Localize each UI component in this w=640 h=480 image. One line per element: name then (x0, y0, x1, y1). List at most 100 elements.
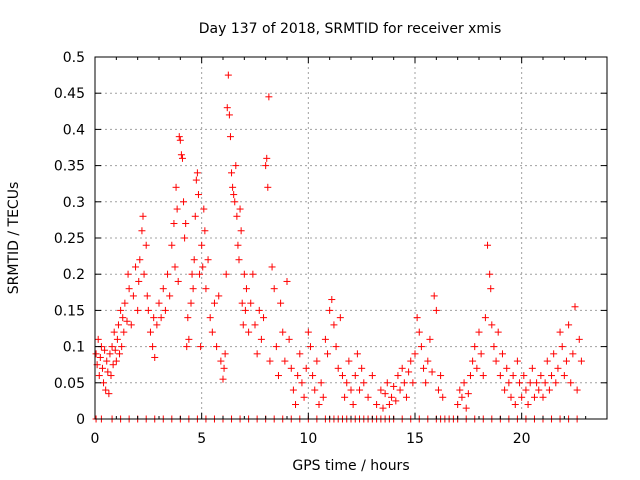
data-point (487, 285, 495, 293)
data-point (396, 386, 404, 394)
data-point (413, 314, 421, 322)
data-point (353, 350, 361, 358)
data-point (235, 256, 243, 264)
data-point (304, 328, 312, 336)
data-point (142, 241, 150, 249)
data-point (475, 328, 483, 336)
data-point (556, 328, 564, 336)
data-point (281, 357, 289, 365)
data-point (550, 350, 558, 358)
data-point (270, 285, 278, 293)
data-point (192, 176, 200, 184)
data-point (219, 375, 227, 383)
data-point (548, 372, 556, 380)
data-point (194, 191, 202, 199)
data-point (317, 379, 325, 387)
data-point (434, 386, 442, 394)
data-point (319, 393, 327, 401)
data-point (159, 285, 167, 293)
data-point (260, 314, 268, 322)
data-point (541, 379, 549, 387)
data-point (176, 136, 184, 144)
data-point (124, 270, 132, 278)
data-point (492, 357, 500, 365)
data-point (430, 292, 438, 300)
data-point (94, 335, 102, 343)
data-point (466, 372, 474, 380)
data-point (469, 357, 477, 365)
data-point (511, 401, 519, 409)
data-point (198, 241, 206, 249)
data-point (178, 154, 186, 162)
data-point (292, 401, 300, 409)
data-point (98, 364, 106, 372)
data-point (543, 357, 551, 365)
data-point (189, 285, 197, 293)
data-point (234, 241, 242, 249)
data-point (264, 183, 272, 191)
data-point (220, 364, 228, 372)
data-point (120, 328, 128, 336)
data-point (326, 306, 334, 314)
data-point (302, 364, 310, 372)
y-tick-label: 0.4 (63, 122, 85, 138)
data-point (201, 227, 209, 235)
data-point (229, 183, 237, 191)
data-point (113, 335, 121, 343)
data-point (116, 350, 124, 358)
data-point (103, 357, 111, 365)
data-point (206, 314, 214, 322)
data-point (239, 321, 247, 329)
data-point (285, 335, 293, 343)
data-point (501, 386, 509, 394)
data-point (402, 393, 410, 401)
data-point (170, 220, 178, 228)
data-point (347, 386, 355, 394)
data-point (567, 379, 575, 387)
data-point (417, 343, 425, 351)
data-point (552, 379, 560, 387)
data-point (134, 306, 142, 314)
data-point (332, 343, 340, 351)
data-point (565, 321, 573, 329)
data-point (121, 299, 129, 307)
data-point (230, 191, 238, 199)
data-point (173, 205, 181, 213)
data-point (373, 401, 381, 409)
y-axis-ticks: 0 0.05 0.1 0.15 0.2 0.25 0.3 0.35 0.4 0.45 0.5 (54, 50, 607, 428)
data-point (507, 393, 515, 401)
data-point (518, 393, 526, 401)
data-point (123, 317, 131, 325)
data-point (140, 270, 148, 278)
data-point (379, 404, 387, 412)
data-point (221, 350, 229, 358)
data-point (268, 263, 276, 271)
data-point (300, 393, 308, 401)
data-point (226, 133, 234, 141)
data-point (181, 234, 189, 242)
data-point (498, 350, 506, 358)
data-point (172, 183, 180, 191)
data-point (398, 364, 406, 372)
data-point (424, 357, 432, 365)
data-point (274, 372, 282, 380)
data-point (266, 357, 274, 365)
data-point (432, 306, 440, 314)
data-point (428, 368, 436, 376)
x-tick-label: 15 (406, 431, 424, 447)
data-point (481, 314, 489, 322)
data-point (456, 386, 464, 394)
data-point (175, 133, 183, 141)
data-point (249, 270, 257, 278)
chart-title: Day 137 of 2018, SRMTID for receiver xmi… (199, 21, 502, 37)
data-point (494, 328, 502, 336)
data-point (328, 296, 336, 304)
data-point (279, 328, 287, 336)
data-point (272, 343, 280, 351)
data-point (294, 372, 302, 380)
data-point (188, 270, 196, 278)
data-point (125, 285, 133, 293)
data-point (135, 277, 143, 285)
data-point (383, 379, 391, 387)
